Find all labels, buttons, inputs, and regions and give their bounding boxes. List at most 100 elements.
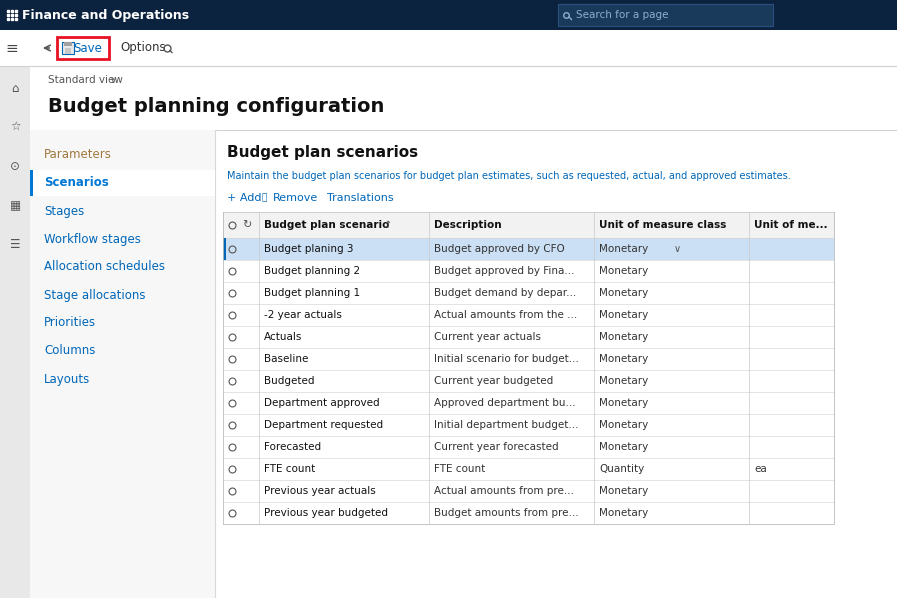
- Text: Standard view: Standard view: [48, 75, 123, 85]
- Bar: [558, 4, 773, 26]
- Text: Layouts: Layouts: [44, 373, 91, 386]
- Text: Actuals: Actuals: [264, 332, 302, 342]
- Text: FTE count: FTE count: [264, 464, 315, 474]
- Bar: [30, 130, 215, 598]
- Text: ≡: ≡: [5, 41, 18, 56]
- Bar: [223, 436, 834, 458]
- Bar: [223, 238, 834, 260]
- Text: Current year forecasted: Current year forecasted: [434, 442, 559, 452]
- Text: -2 year actuals: -2 year actuals: [264, 310, 342, 320]
- Text: Budget amounts from pre...: Budget amounts from pre...: [434, 508, 579, 518]
- Bar: [64, 42, 72, 46]
- Text: ⊙: ⊙: [10, 160, 20, 172]
- Text: ▦: ▦: [10, 200, 21, 212]
- Bar: [223, 212, 834, 238]
- Bar: [223, 260, 834, 282]
- Text: Monetary: Monetary: [599, 486, 649, 496]
- Bar: [223, 414, 834, 436]
- Text: Monetary: Monetary: [599, 310, 649, 320]
- Text: + Add: + Add: [227, 193, 262, 203]
- Text: Monetary: Monetary: [599, 354, 649, 364]
- Text: ∨: ∨: [674, 244, 681, 254]
- Text: Stage allocations: Stage allocations: [44, 288, 145, 301]
- Text: Monetary: Monetary: [599, 332, 649, 342]
- Text: ∨: ∨: [110, 75, 118, 85]
- Text: ↑: ↑: [384, 220, 392, 230]
- Text: Department approved: Department approved: [264, 398, 379, 408]
- Text: Allocation schedules: Allocation schedules: [44, 261, 165, 273]
- Text: Monetary: Monetary: [599, 288, 649, 298]
- Text: Current year budgeted: Current year budgeted: [434, 376, 553, 386]
- Text: Description: Description: [434, 220, 501, 230]
- Text: Workflow stages: Workflow stages: [44, 233, 141, 246]
- Text: Budget approved by CFO: Budget approved by CFO: [434, 244, 565, 254]
- Bar: [223, 458, 834, 480]
- Text: Options: Options: [120, 41, 166, 54]
- Bar: [223, 238, 226, 260]
- Text: Approved department bu...: Approved department bu...: [434, 398, 576, 408]
- Text: FTE count: FTE count: [434, 464, 485, 474]
- Bar: [30, 170, 33, 196]
- Text: Monetary: Monetary: [599, 244, 649, 254]
- Text: Finance and Operations: Finance and Operations: [22, 8, 189, 22]
- Bar: [62, 42, 74, 54]
- Text: Columns: Columns: [44, 344, 95, 358]
- Bar: [223, 392, 834, 414]
- Bar: [65, 48, 71, 54]
- Bar: [0, 30, 897, 66]
- Text: Translations: Translations: [327, 193, 394, 203]
- Text: Baseline: Baseline: [264, 354, 309, 364]
- Text: Monetary: Monetary: [599, 398, 649, 408]
- Text: Parameters: Parameters: [44, 148, 112, 161]
- Text: Budgeted: Budgeted: [264, 376, 315, 386]
- Bar: [223, 370, 834, 392]
- Text: Maintain the budget plan scenarios for budget plan estimates, such as requested,: Maintain the budget plan scenarios for b…: [227, 171, 791, 181]
- Bar: [57, 37, 109, 59]
- Bar: [223, 524, 834, 593]
- Text: Monetary: Monetary: [599, 376, 649, 386]
- Text: Actual amounts from pre...: Actual amounts from pre...: [434, 486, 574, 496]
- Text: Initial department budget...: Initial department budget...: [434, 420, 579, 430]
- Text: Current year actuals: Current year actuals: [434, 332, 541, 342]
- Text: ☆: ☆: [10, 120, 21, 133]
- Text: Department requested: Department requested: [264, 420, 383, 430]
- Text: Remove: Remove: [273, 193, 318, 203]
- Text: Scenarios: Scenarios: [44, 176, 109, 190]
- Text: Budget planning 1: Budget planning 1: [264, 288, 360, 298]
- Text: Initial scenario for budget...: Initial scenario for budget...: [434, 354, 579, 364]
- Bar: [30, 170, 215, 196]
- Text: Budget demand by depar...: Budget demand by depar...: [434, 288, 576, 298]
- Bar: [0, 66, 897, 598]
- Text: Previous year actuals: Previous year actuals: [264, 486, 376, 496]
- Text: Forecasted: Forecasted: [264, 442, 321, 452]
- Bar: [0, 0, 897, 30]
- Text: Unit of measure class: Unit of measure class: [599, 220, 727, 230]
- Bar: [223, 282, 834, 304]
- Text: Monetary: Monetary: [599, 266, 649, 276]
- Text: Stages: Stages: [44, 205, 84, 218]
- Bar: [223, 480, 834, 502]
- Bar: [223, 304, 834, 326]
- Bar: [0, 66, 30, 598]
- Text: ↻: ↻: [242, 220, 251, 230]
- Text: Unit of me...: Unit of me...: [754, 220, 828, 230]
- Bar: [223, 348, 834, 370]
- Bar: [30, 66, 897, 598]
- Text: Monetary: Monetary: [599, 420, 649, 430]
- Text: Budget plan scenario: Budget plan scenario: [264, 220, 389, 230]
- Text: Previous year budgeted: Previous year budgeted: [264, 508, 388, 518]
- Text: Budget planning 2: Budget planning 2: [264, 266, 360, 276]
- Bar: [223, 502, 834, 524]
- Text: Priorities: Priorities: [44, 316, 96, 329]
- Text: Budget planning configuration: Budget planning configuration: [48, 97, 385, 117]
- Text: ☰: ☰: [10, 237, 21, 251]
- Bar: [223, 326, 834, 348]
- Text: Monetary: Monetary: [599, 442, 649, 452]
- Text: ⌂: ⌂: [12, 81, 19, 94]
- Text: 🗑: 🗑: [262, 194, 267, 203]
- Text: Budget approved by Fina...: Budget approved by Fina...: [434, 266, 574, 276]
- Text: Quantity: Quantity: [599, 464, 644, 474]
- Text: Monetary: Monetary: [599, 508, 649, 518]
- Text: Save: Save: [74, 41, 102, 54]
- Text: Budget plan scenarios: Budget plan scenarios: [227, 145, 418, 160]
